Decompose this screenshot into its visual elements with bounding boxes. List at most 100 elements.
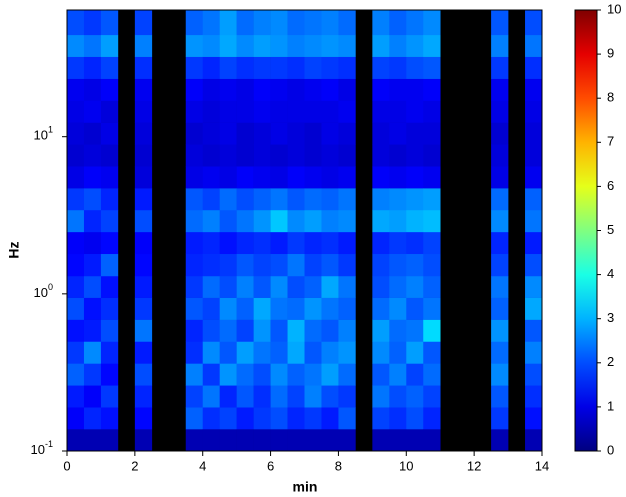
heat-cell (406, 122, 424, 145)
heat-cell (406, 341, 424, 364)
heat-cell (253, 188, 271, 211)
heat-cell (270, 144, 288, 167)
heat-cell (287, 341, 305, 364)
heat-cell (219, 253, 237, 277)
heat-cell (525, 341, 543, 364)
heat-cell (338, 253, 356, 277)
heat-cell (372, 144, 390, 167)
heat-cell (219, 407, 237, 430)
heat-cell (321, 253, 339, 277)
heat-cell (100, 363, 119, 386)
heat-cell (134, 429, 153, 452)
heat-cell (389, 297, 407, 320)
heat-cell (338, 297, 356, 320)
heat-cell (83, 34, 102, 57)
heat-cell (67, 122, 85, 145)
heat-cell (389, 209, 407, 233)
colorbar-tick-label: 8 (607, 90, 614, 105)
heat-cell (100, 231, 119, 255)
heat-cell (236, 407, 254, 430)
heat-cell (202, 363, 220, 386)
heat-cell (67, 429, 85, 452)
heat-cell (270, 166, 288, 189)
heat-cell (287, 100, 305, 123)
heat-cell (406, 78, 424, 101)
heat-cell (287, 122, 305, 145)
heat-cell (253, 297, 271, 320)
heat-cell (134, 56, 153, 79)
heat-cell (372, 209, 390, 233)
heat-cell (406, 209, 424, 233)
heat-cell (304, 231, 322, 255)
heat-cell (219, 122, 237, 145)
heat-cell (253, 253, 271, 277)
heat-cell (423, 319, 441, 342)
heat-cell (491, 34, 509, 57)
heat-cell (236, 10, 254, 36)
heat-cell (83, 231, 102, 255)
heat-cell (67, 275, 85, 298)
y-tick-label: 10-1 (31, 439, 53, 457)
heat-cell (219, 144, 237, 167)
heat-cell (100, 319, 119, 342)
heat-cell (253, 407, 271, 430)
heat-cell (338, 100, 356, 123)
heat-cell (83, 100, 102, 123)
heat-cell (185, 429, 204, 452)
heat-cell (423, 297, 441, 320)
heat-cell (134, 385, 153, 408)
heat-cell (321, 209, 339, 233)
heat-cell (304, 429, 322, 452)
heat-cell (185, 297, 204, 320)
heat-cell (253, 144, 271, 167)
heat-cell (389, 429, 407, 452)
heat-cell (491, 429, 509, 452)
heat-cell (304, 363, 322, 386)
heat-cell (134, 297, 153, 320)
heat-cell (491, 144, 509, 167)
heat-cell (253, 78, 271, 101)
heat-cell (100, 341, 119, 364)
heat-cell (304, 209, 322, 233)
heat-cell (253, 231, 271, 255)
heat-cell (423, 231, 441, 255)
x-tick-label: 6 (267, 458, 274, 473)
heat-cell (270, 253, 288, 277)
heat-cell (270, 275, 288, 298)
heat-cell (270, 100, 288, 123)
heat-cell (423, 385, 441, 408)
heat-cell (321, 319, 339, 342)
heat-cell (389, 56, 407, 79)
heat-cell (67, 10, 85, 36)
heat-cell (525, 363, 543, 386)
heat-cell (372, 34, 390, 57)
heat-cell (338, 407, 356, 430)
heat-cell (202, 188, 220, 211)
heat-cell (270, 407, 288, 430)
heat-cell (236, 231, 254, 255)
colorbar-tick-label: 6 (607, 178, 614, 193)
heat-cell (236, 78, 254, 101)
heat-cell (372, 319, 390, 342)
heat-cell (185, 209, 204, 233)
heat-cell (83, 122, 102, 145)
heat-cell (67, 166, 85, 189)
heat-cell (525, 188, 543, 211)
heat-cell (253, 363, 271, 386)
y-tick-base: 10 (34, 128, 48, 143)
heat-cell (202, 407, 220, 430)
heat-cell (321, 275, 339, 298)
heat-cell (338, 188, 356, 211)
heat-cell (423, 166, 441, 189)
heat-cell (100, 100, 119, 123)
heat-cell (185, 188, 204, 211)
heat-cell (423, 122, 441, 145)
heat-cell (202, 122, 220, 145)
colorbar-tick-label: 4 (607, 266, 614, 281)
heat-cell (83, 144, 102, 167)
heat-cell (202, 275, 220, 298)
heat-cell (423, 429, 441, 452)
heat-cell (525, 10, 543, 36)
heat-cell (389, 34, 407, 57)
heat-cell (338, 231, 356, 255)
